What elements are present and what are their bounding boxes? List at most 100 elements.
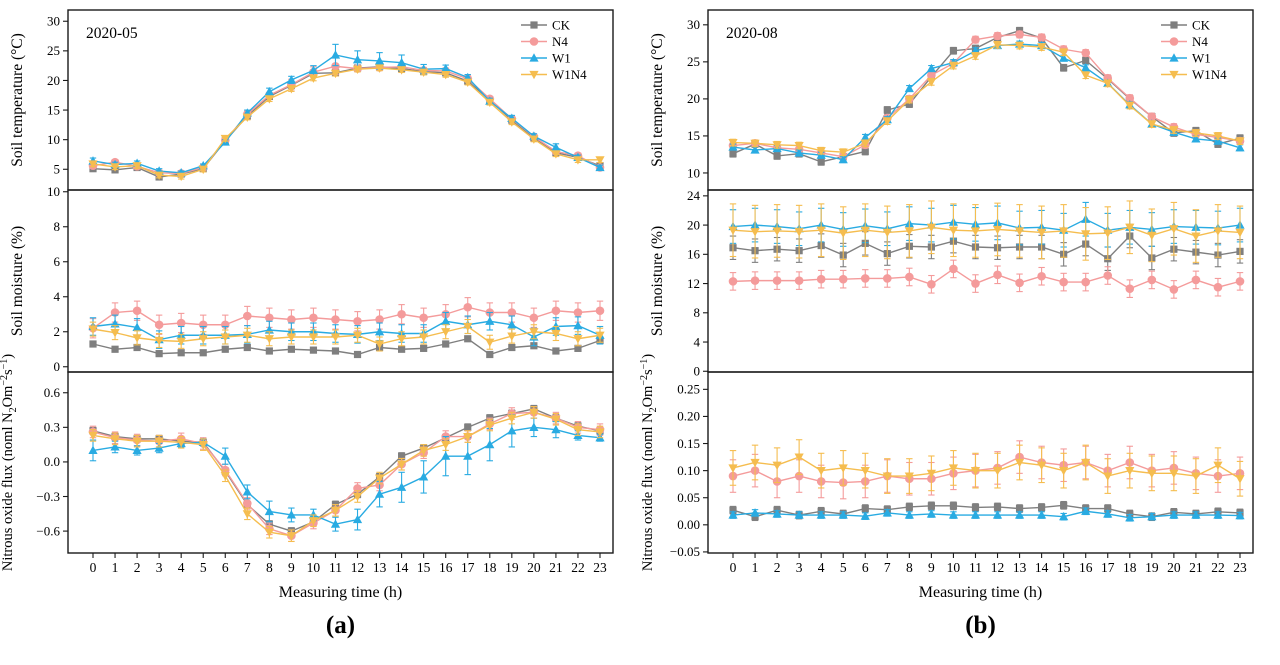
- marker-square: [331, 347, 340, 355]
- marker-triangle-up: [352, 514, 363, 524]
- y-axis-title: Soil moisture (%): [649, 226, 666, 336]
- marker-triangle-down: [507, 332, 517, 341]
- marker-circle: [993, 270, 1002, 280]
- svg-text:0.10: 0.10: [677, 463, 700, 478]
- marker-triangle-down: [1235, 475, 1245, 484]
- marker-triangle-down: [794, 228, 804, 237]
- marker-triangle-down: [551, 415, 561, 425]
- marker-triangle-down: [904, 227, 914, 236]
- marker-triangle-up: [264, 86, 274, 96]
- marker-triangle-up: [816, 510, 826, 519]
- marker-triangle-up: [1081, 62, 1091, 72]
- marker-triangle-down: [1169, 126, 1179, 135]
- marker-triangle-up: [882, 508, 892, 517]
- marker-triangle-down: [286, 85, 296, 94]
- svg-text:2: 2: [134, 560, 141, 575]
- marker-triangle-down: [176, 438, 186, 448]
- marker-square: [177, 349, 185, 357]
- marker-circle: [595, 306, 605, 316]
- marker-triangle-down: [838, 148, 848, 158]
- marker-square: [111, 345, 119, 353]
- series-W1N4-line: [92, 325, 601, 345]
- marker-triangle-up: [330, 50, 341, 59]
- marker-square: [243, 343, 251, 352]
- marker-triangle-down: [242, 113, 252, 122]
- marker-triangle-down: [860, 467, 870, 476]
- marker-triangle-down: [1059, 467, 1069, 476]
- panel-a-n2o-flux: −0.6−0.30.00.30.60 1 2 3 4 5 6 7 8 9 10 11 12 13 14 15 1…: [0, 354, 614, 601]
- marker-square: [993, 503, 1002, 511]
- marker-triangle-down: [926, 78, 936, 87]
- marker-circle: [309, 313, 318, 323]
- marker-circle: [1103, 271, 1113, 280]
- svg-text:18: 18: [1123, 560, 1137, 575]
- panel-b-n2o-flux: −0.050.000.050.100.150.200.250 1 2 3 4 5 6 7 8 9 1…: [639, 354, 1254, 601]
- marker-circle: [375, 315, 384, 324]
- marker-triangle-down: [595, 331, 605, 341]
- marker-square: [353, 350, 362, 359]
- marker-triangle-down: [1014, 458, 1025, 468]
- marker-triangle-up: [154, 443, 164, 452]
- marker-triangle-up: [330, 519, 341, 528]
- marker-circle: [1081, 277, 1090, 287]
- svg-text:9: 9: [288, 560, 295, 575]
- marker-triangle-down: [198, 165, 208, 175]
- marker-triangle-up: [441, 451, 451, 460]
- y-axis: 10 15 20 25 30: [687, 17, 708, 180]
- svg-text:13: 13: [373, 560, 387, 575]
- svg-text:16: 16: [439, 560, 453, 575]
- series-N4-line: [92, 411, 601, 537]
- marker-circle: [728, 277, 738, 286]
- marker-square: [729, 150, 737, 158]
- svg-text:6: 6: [222, 560, 229, 575]
- marker-triangle-up: [1081, 506, 1091, 515]
- marker-triangle-down: [1081, 230, 1091, 239]
- svg-text:2: 2: [54, 324, 61, 339]
- marker-triangle-down: [772, 141, 782, 150]
- marker-square: [1015, 504, 1024, 513]
- marker-triangle-down: [1059, 227, 1069, 236]
- marker-square: [420, 344, 428, 352]
- marker-triangle-down: [1103, 79, 1113, 89]
- marker-circle: [927, 70, 936, 80]
- marker-triangle-down: [750, 458, 760, 468]
- marker-triangle-down: [154, 437, 164, 446]
- marker-circle: [551, 306, 561, 316]
- marker-triangle-down: [1169, 225, 1179, 234]
- marker-circle: [331, 315, 340, 324]
- marker-triangle-up: [1169, 510, 1179, 519]
- marker-triangle-down: [132, 162, 142, 171]
- svg-text:4: 4: [178, 560, 185, 575]
- marker-square: [133, 343, 141, 352]
- marker-circle: [529, 37, 539, 46]
- marker-circle: [1147, 275, 1157, 285]
- marker-triangle-down: [441, 70, 451, 80]
- marker-triangle-up: [728, 510, 738, 519]
- marker-triangle-down: [308, 517, 319, 526]
- marker-square: [508, 343, 516, 352]
- svg-text:8: 8: [906, 560, 913, 575]
- marker-square: [1170, 21, 1178, 29]
- marker-square: [442, 340, 450, 348]
- legend-label: N4: [1192, 34, 1208, 49]
- marker-triangle-down: [529, 408, 539, 418]
- svg-text:10: 10: [47, 132, 60, 147]
- marker-triangle-down: [882, 117, 892, 126]
- marker-triangle-up: [904, 510, 914, 519]
- marker-square: [1060, 64, 1068, 72]
- marker-triangle-up: [860, 511, 870, 520]
- marker-circle: [927, 279, 936, 289]
- marker-triangle-down: [463, 78, 473, 88]
- marker-triangle-down: [1235, 228, 1245, 238]
- marker-square: [729, 506, 737, 514]
- marker-circle: [154, 320, 164, 330]
- marker-triangle-up: [551, 142, 561, 151]
- marker-circle: [905, 272, 914, 282]
- marker-triangle-down: [110, 163, 120, 172]
- series-CK-line: [92, 66, 601, 178]
- series-CK: [89, 335, 604, 359]
- x-axis: 0 1 2 3 4 5 6 7 8 9 10 11 12 13 14 15 16 17 18 19 20 21 22 23Me…: [730, 553, 1247, 601]
- marker-triangle-up: [132, 322, 142, 331]
- marker-triangle-down: [573, 426, 583, 435]
